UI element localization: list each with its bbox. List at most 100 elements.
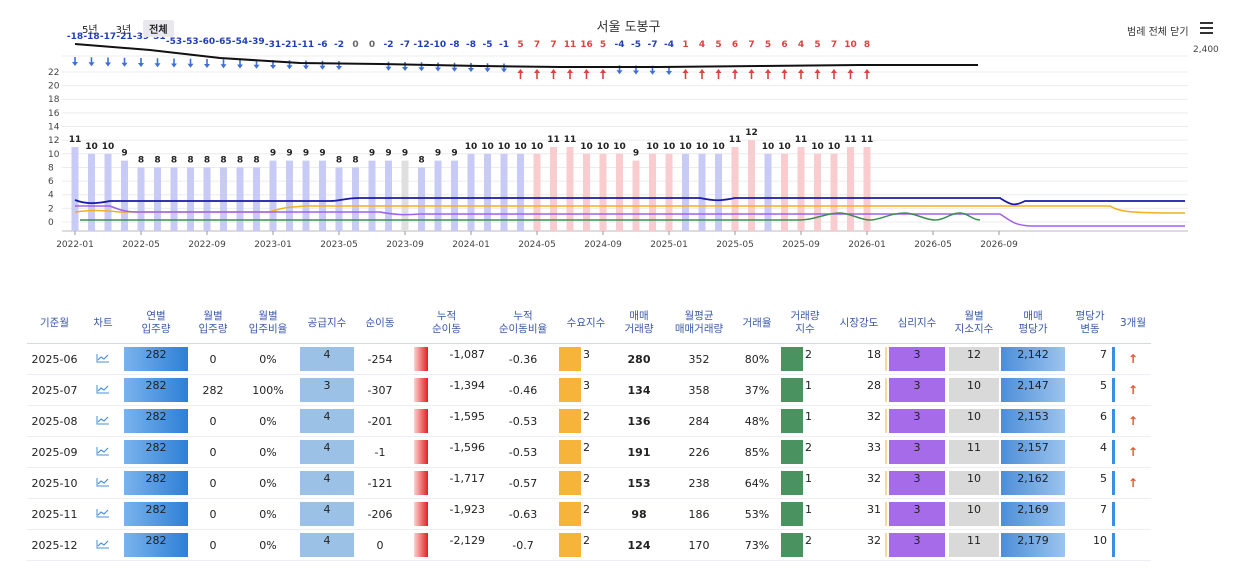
column-header[interactable]: 거래율 bbox=[735, 303, 779, 344]
top-value-label: 4 bbox=[798, 40, 804, 50]
top-value-label: 7 bbox=[550, 40, 556, 50]
column-header[interactable]: 거래량 지수 bbox=[779, 303, 831, 344]
top-value-label: -4 bbox=[615, 40, 625, 50]
table-cell: -0.36 bbox=[489, 343, 557, 375]
hamburger-menu-icon[interactable] bbox=[1200, 22, 1213, 34]
column-header[interactable]: 3개월 bbox=[1115, 303, 1151, 344]
chart-link-cell[interactable] bbox=[82, 467, 124, 499]
chart-icon[interactable] bbox=[96, 477, 110, 487]
x-tick-label: 2023-05 bbox=[320, 240, 358, 250]
cell-value: 2,179 bbox=[1017, 533, 1049, 547]
y-tick-label: 16 bbox=[48, 109, 60, 119]
bar-value-label: 10 bbox=[498, 142, 511, 152]
chart-link-cell[interactable] bbox=[82, 498, 124, 530]
bar bbox=[632, 160, 640, 231]
month-cell: 2025-10 bbox=[27, 467, 82, 499]
table-cell: 3 bbox=[298, 374, 356, 406]
table-cell: 0 bbox=[188, 529, 238, 561]
top-value-label: 11 bbox=[564, 40, 577, 50]
table-cell: 48% bbox=[735, 405, 779, 437]
bar bbox=[533, 153, 541, 231]
bar-value-label: 9 bbox=[270, 149, 276, 159]
table-cell: 3 bbox=[887, 529, 947, 561]
table-cell: -1,717 bbox=[404, 467, 489, 499]
cell-bar bbox=[1001, 533, 1065, 557]
chart-link-cell[interactable] bbox=[82, 436, 124, 468]
cell-bar bbox=[889, 409, 945, 433]
cell-bar bbox=[1001, 440, 1065, 464]
cell-value: 0% bbox=[259, 445, 277, 459]
top-value-label: -2 bbox=[384, 40, 394, 50]
cell-bar bbox=[300, 502, 354, 526]
table-cell: 0 bbox=[188, 467, 238, 499]
column-header[interactable]: 누적 순이동비율 bbox=[489, 303, 557, 344]
column-header[interactable]: 월별 입주비율 bbox=[238, 303, 298, 344]
table-cell: 80% bbox=[735, 343, 779, 375]
chart-icon[interactable] bbox=[96, 353, 110, 363]
legend-close-all-button[interactable]: 범례 전체 닫기 bbox=[1127, 27, 1189, 38]
column-header[interactable]: 차트 bbox=[82, 303, 124, 344]
column-header[interactable]: 매매 평당가 bbox=[1001, 303, 1065, 344]
cell-value: 3 bbox=[913, 502, 921, 516]
column-header[interactable]: 수요지수 bbox=[557, 303, 615, 344]
bar-value-label: 11 bbox=[547, 135, 560, 145]
column-header[interactable]: 월별 지소지수 bbox=[947, 303, 1001, 344]
top-value-label: -5 bbox=[483, 40, 493, 50]
x-tick-label: 2026-01 bbox=[848, 240, 886, 250]
column-header[interactable]: 시장강도 bbox=[831, 303, 887, 344]
cell-bar bbox=[1001, 378, 1065, 402]
cell-value: -0.7 bbox=[512, 538, 534, 552]
cell-value: 3 bbox=[913, 440, 921, 454]
table-cell: -0.7 bbox=[489, 529, 557, 561]
chart-link-cell[interactable] bbox=[82, 343, 124, 375]
chart-icon[interactable] bbox=[96, 415, 110, 425]
column-header[interactable]: 매매 거래량 bbox=[615, 303, 663, 344]
bar bbox=[847, 146, 854, 231]
trend-up-icon: ↑ bbox=[1127, 476, 1139, 490]
chart-icon[interactable] bbox=[96, 508, 110, 518]
top-value-label: -54 bbox=[232, 37, 248, 47]
bar-value-label: 8 bbox=[154, 155, 160, 165]
arrow-down-icon bbox=[616, 70, 623, 75]
table-cell: 2 bbox=[557, 467, 615, 499]
column-header[interactable]: 월별 입주량 bbox=[188, 303, 238, 344]
table-cell: 1 bbox=[779, 374, 831, 406]
chart-icon[interactable] bbox=[96, 539, 110, 549]
arrow-down-icon bbox=[171, 63, 177, 68]
chart-link-cell[interactable] bbox=[82, 374, 124, 406]
table-cell: 64% bbox=[735, 467, 779, 499]
cell-value: 2025-08 bbox=[31, 414, 78, 428]
top-value-label: 0 bbox=[352, 40, 358, 50]
tab-3y[interactable]: 3년 bbox=[115, 25, 132, 36]
bar bbox=[814, 153, 821, 231]
bar bbox=[649, 153, 656, 231]
bar-value-label: 9 bbox=[402, 149, 408, 159]
column-header[interactable]: 연별 입주량 bbox=[124, 303, 188, 344]
chart-icon[interactable] bbox=[96, 384, 110, 394]
cell-value: 3 bbox=[583, 378, 590, 392]
cell-bar bbox=[1001, 502, 1065, 526]
cell-bar bbox=[949, 409, 999, 433]
cell-bar bbox=[889, 502, 945, 526]
month-cell: 2025-11 bbox=[27, 498, 82, 530]
column-header[interactable]: 누적 순이동 bbox=[404, 303, 489, 344]
chart-link-cell[interactable] bbox=[82, 405, 124, 437]
chart-link-cell[interactable] bbox=[82, 529, 124, 561]
column-header[interactable]: 공급지수 bbox=[298, 303, 356, 344]
chart-icon[interactable] bbox=[96, 446, 110, 456]
column-header[interactable]: 순이동 bbox=[356, 303, 404, 344]
column-header[interactable]: 평당가 변동 bbox=[1065, 303, 1115, 344]
table-cell: 3 bbox=[887, 498, 947, 530]
tab-all[interactable]: 전체 bbox=[143, 20, 174, 37]
bar bbox=[451, 160, 458, 231]
cell-bar bbox=[300, 471, 354, 495]
cell-bar bbox=[414, 347, 428, 371]
table-cell: -1,596 bbox=[404, 436, 489, 468]
column-header[interactable]: 월평균 매매거래량 bbox=[663, 303, 735, 344]
tab-5y[interactable]: 5년 bbox=[82, 25, 98, 36]
table-cell: 6 bbox=[1065, 405, 1115, 437]
column-header[interactable]: 기준월 bbox=[27, 303, 82, 344]
arrow-up-icon bbox=[864, 69, 870, 73]
table-row: 2025-11 282 0 0% 4 -206 -1,923 -0.63 2 98 186 53% 1 3… bbox=[27, 498, 1151, 530]
column-header[interactable]: 심리지수 bbox=[887, 303, 947, 344]
